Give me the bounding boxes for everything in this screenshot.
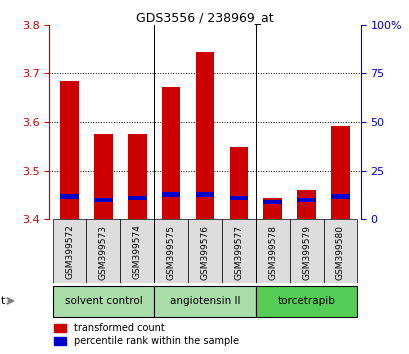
Bar: [94, 134, 112, 219]
Legend: transformed count, percentile rank within the sample: transformed count, percentile rank withi…: [54, 324, 238, 346]
Bar: [330, 194, 349, 199]
Text: solvent control: solvent control: [64, 296, 142, 306]
Bar: [263, 198, 281, 219]
Bar: [330, 126, 349, 219]
Bar: [128, 134, 146, 219]
Bar: [162, 87, 180, 219]
Bar: [188, 219, 221, 283]
Bar: [60, 81, 79, 219]
Text: angiotensin II: angiotensin II: [169, 296, 240, 306]
Text: GSM399573: GSM399573: [99, 224, 108, 280]
Bar: [52, 219, 86, 283]
Bar: [297, 190, 315, 219]
Bar: [229, 148, 247, 219]
Bar: [86, 219, 120, 283]
Bar: [195, 192, 214, 196]
Text: GSM399578: GSM399578: [267, 224, 276, 280]
Bar: [154, 219, 188, 283]
Bar: [229, 196, 247, 200]
Bar: [60, 194, 79, 199]
Bar: [263, 200, 281, 204]
Text: torcetrapib: torcetrapib: [277, 296, 335, 306]
Bar: [128, 196, 146, 200]
Bar: [162, 192, 180, 196]
Bar: [154, 286, 255, 317]
Text: GSM399579: GSM399579: [301, 224, 310, 280]
Text: GSM399572: GSM399572: [65, 224, 74, 279]
Bar: [323, 219, 357, 283]
Text: agent: agent: [0, 296, 6, 306]
Bar: [221, 219, 255, 283]
Bar: [195, 52, 214, 219]
Text: GSM399575: GSM399575: [166, 224, 175, 280]
Bar: [255, 286, 357, 317]
Bar: [52, 286, 154, 317]
Bar: [297, 198, 315, 202]
Title: GDS3556 / 238969_at: GDS3556 / 238969_at: [136, 11, 273, 24]
Bar: [255, 219, 289, 283]
Bar: [289, 219, 323, 283]
Text: GSM399574: GSM399574: [133, 224, 142, 279]
Bar: [94, 198, 112, 202]
Text: GSM399577: GSM399577: [234, 224, 243, 280]
Text: GSM399580: GSM399580: [335, 224, 344, 280]
Bar: [120, 219, 154, 283]
Text: GSM399576: GSM399576: [200, 224, 209, 280]
